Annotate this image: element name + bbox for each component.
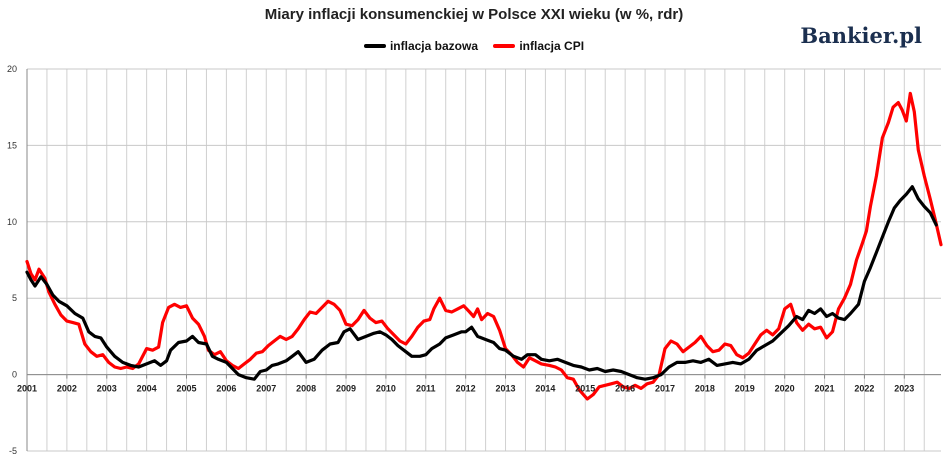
- x-tick-label: 2013: [496, 384, 516, 394]
- x-tick-label: 2006: [216, 384, 236, 394]
- x-tick-label: 2007: [256, 384, 276, 394]
- legend: inflacja bazowa inflacja CPI: [0, 37, 948, 53]
- y-tick-label: 10: [7, 217, 17, 227]
- x-tick-label: 2004: [137, 384, 157, 394]
- x-tick-label: 2015: [575, 384, 595, 394]
- x-tick-label: 2012: [456, 384, 476, 394]
- x-tick-label: 2020: [775, 384, 795, 394]
- x-tick-label: 2008: [296, 384, 316, 394]
- legend-swatch-core: [363, 44, 386, 48]
- x-tick-label: 2017: [655, 384, 675, 394]
- x-tick-label: 2014: [535, 384, 555, 394]
- legend-entry-cpi: inflacja CPI: [493, 39, 584, 53]
- x-tick-label: 2021: [815, 384, 835, 394]
- y-tick-label: 5: [12, 293, 17, 303]
- x-tick-label: 2016: [615, 384, 635, 394]
- x-tick-label: 2019: [735, 384, 755, 394]
- x-tick-label: 2011: [416, 384, 436, 394]
- axes: [26, 69, 941, 451]
- legend-swatch-cpi: [493, 44, 516, 48]
- core-inflation-line: [25, 185, 938, 381]
- y-tick-label: 15: [7, 140, 17, 150]
- x-tick-label: 2018: [695, 384, 715, 394]
- x-tick-label: 2022: [854, 384, 874, 394]
- x-tick-label: 2001: [17, 384, 37, 394]
- grid: [26, 68, 941, 452]
- x-tick-label: 2010: [376, 384, 396, 394]
- x-tick-label: 2002: [57, 384, 77, 394]
- y-tick-label: 0: [12, 370, 17, 380]
- y-tick-label: -5: [9, 446, 17, 456]
- cpi-inflation-line: [25, 91, 943, 401]
- legend-label-cpi: inflacja CPI: [519, 39, 585, 53]
- legend-label-core: inflacja bazowa: [389, 39, 478, 53]
- legend-entry-core: inflacja bazowa: [363, 39, 478, 53]
- x-tick-label: 2003: [97, 384, 117, 394]
- x-tick-label: 2023: [894, 384, 914, 394]
- series-lines: [25, 91, 943, 401]
- y-tick-label: 20: [7, 64, 17, 74]
- tick-labels: -5 0 5 10 15 20 2001 2002 2003 2004 2005 2006 2007 20…: [7, 64, 914, 456]
- x-tick-label: 2009: [336, 384, 356, 394]
- brand-logo: Bankier.pl: [800, 23, 922, 48]
- x-tick-label: 2005: [176, 384, 196, 394]
- chart-title: Miary inflacji konsumenckiej w Polsce XX…: [264, 6, 684, 23]
